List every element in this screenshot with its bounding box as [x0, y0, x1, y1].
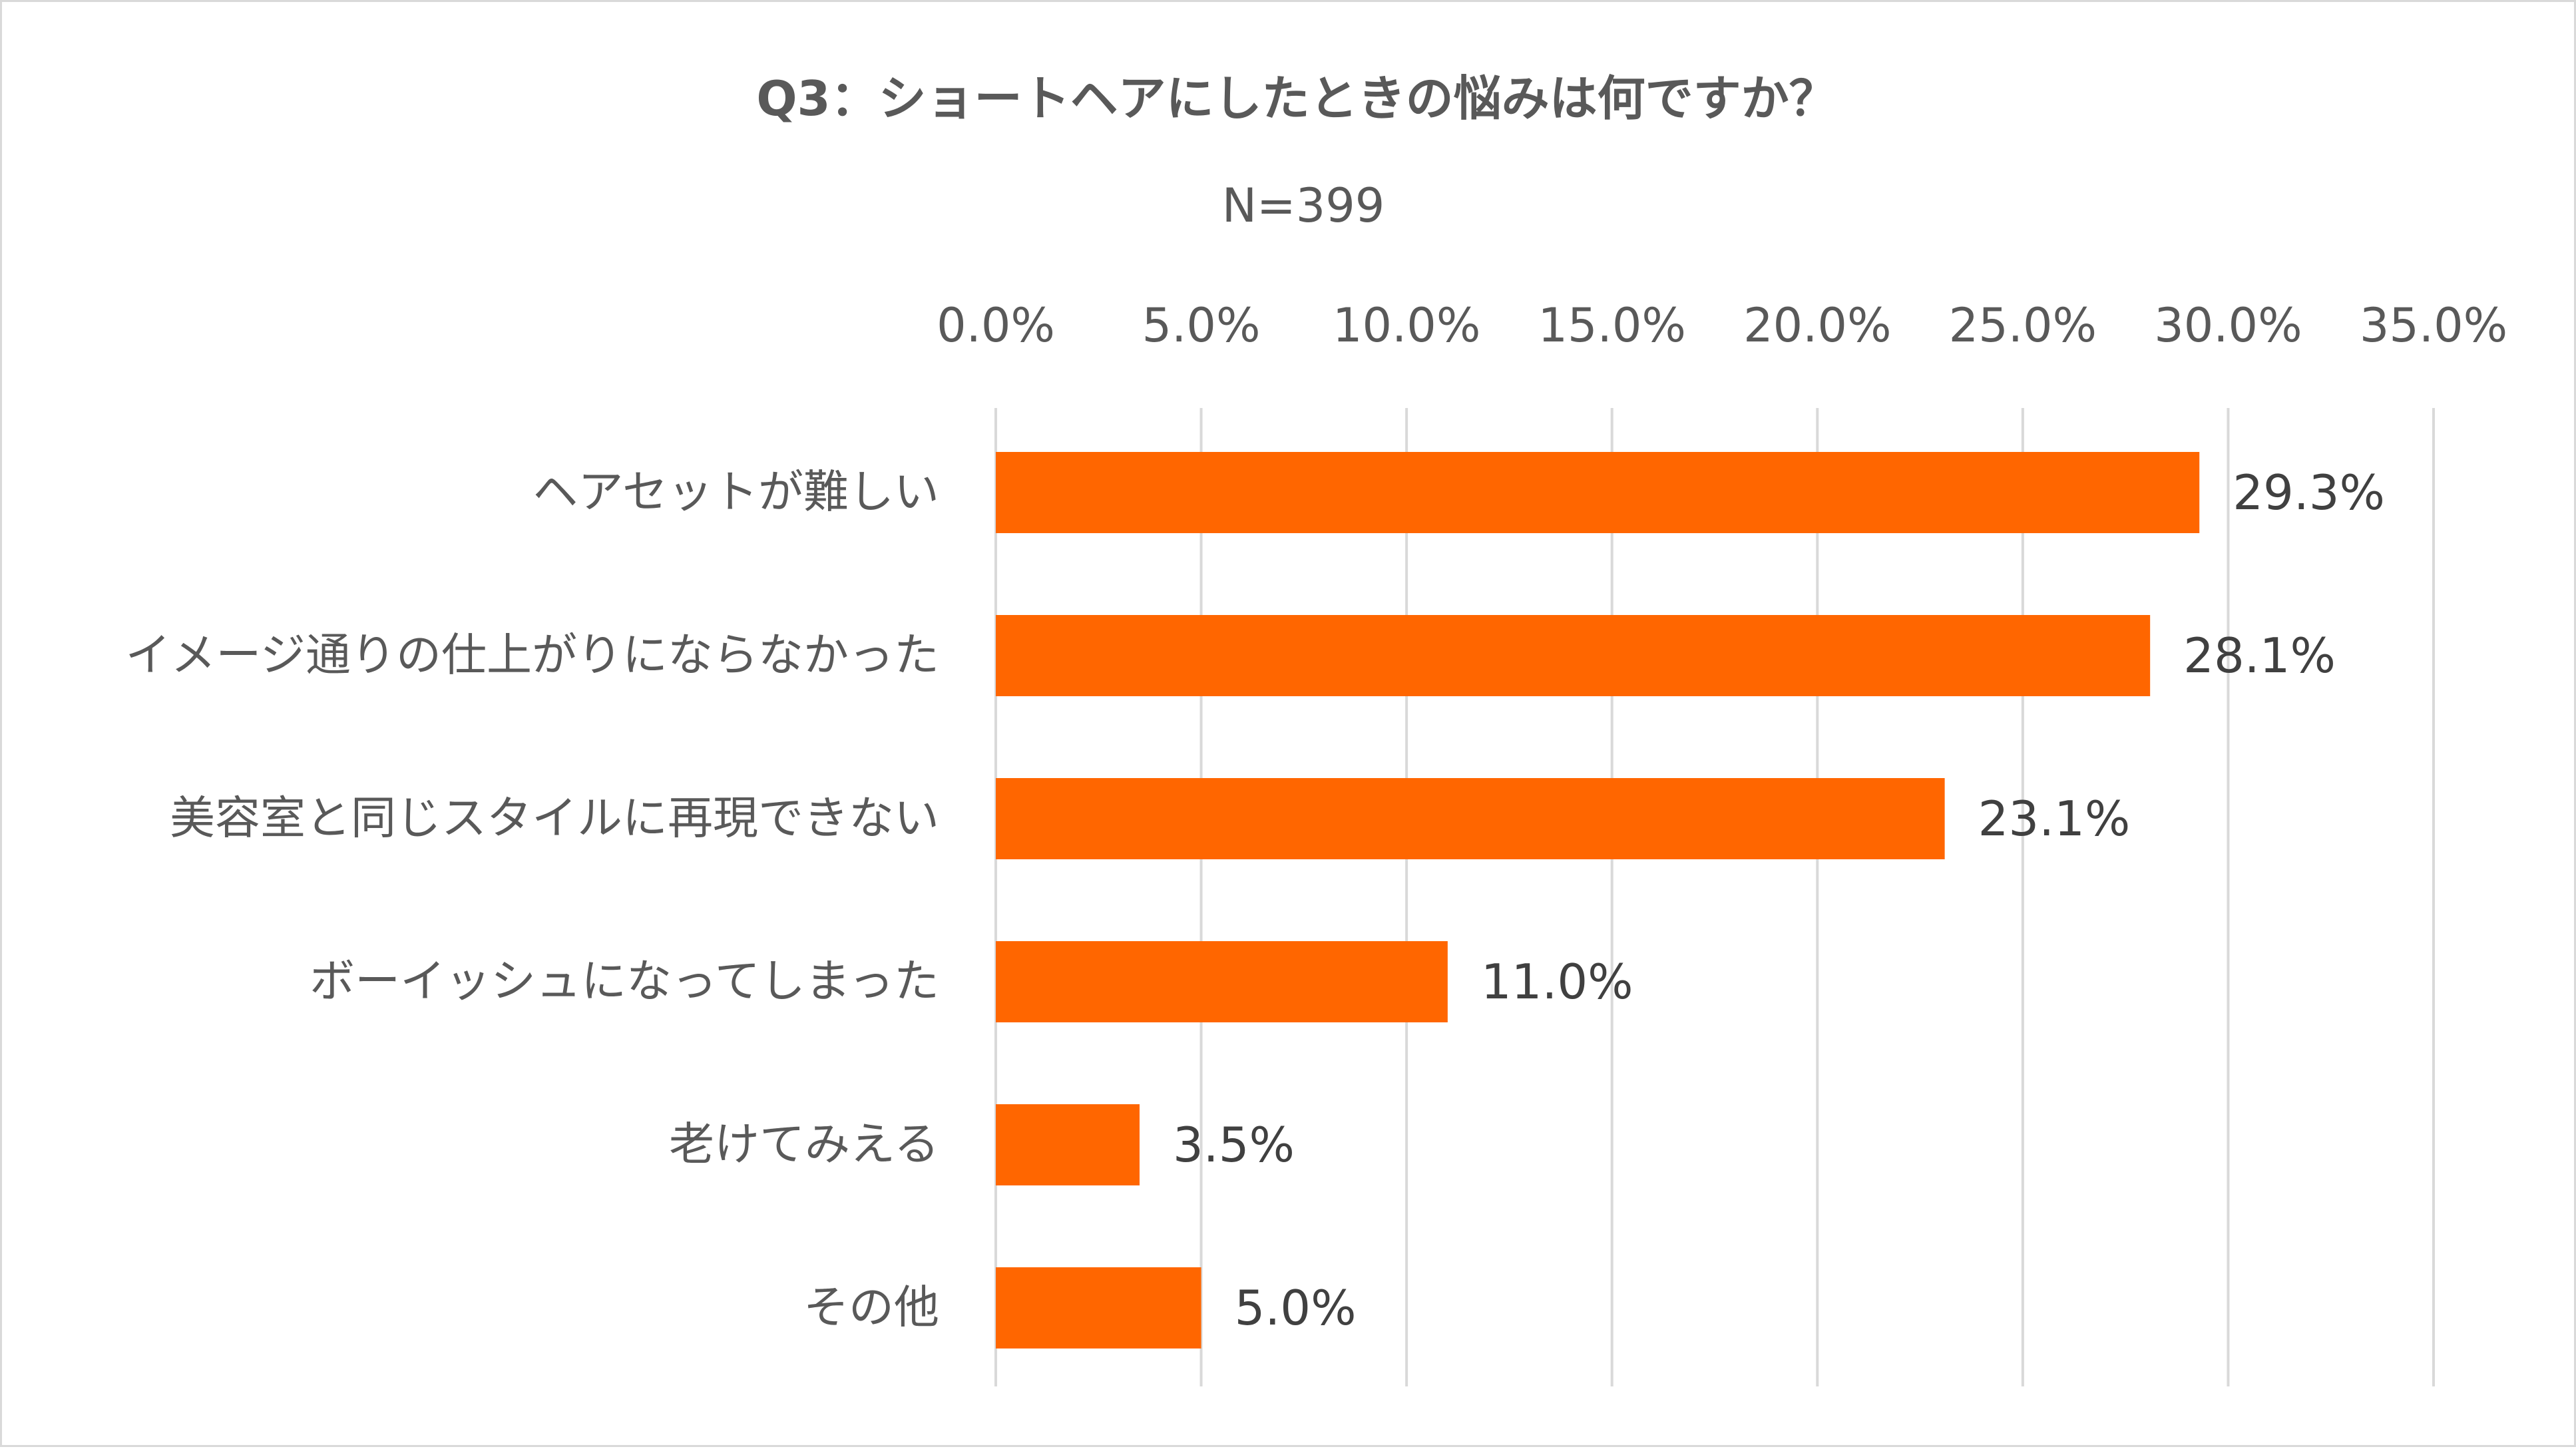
category-label: イメージ通りの仕上がりにならなかった [125, 630, 939, 682]
bar-value-label: 23.1% [1978, 791, 2131, 847]
bar-value-label: 11.0% [1481, 954, 1633, 1010]
bar [996, 778, 1945, 859]
bar-value-label: 29.3% [2233, 465, 2385, 520]
category-label: ボーイッシュになってしまった [310, 956, 939, 1008]
x-axis-tick-labels: 0.0% 5.0% 10.0% 15.0% 20.0% 25.0% 30.0% 35.0% [937, 298, 2507, 353]
bar-value-label: 28.1% [2183, 628, 2336, 684]
bar [996, 941, 1448, 1022]
x-tick-label: 25.0% [1949, 298, 2097, 353]
bar-value-label: 3.5% [1173, 1117, 1295, 1173]
x-tick-label: 35.0% [2360, 298, 2507, 353]
x-tick-label: 10.0% [1333, 298, 1480, 353]
category-label: その他 [803, 1282, 939, 1335]
bar-value-label: 5.0% [1235, 1280, 1357, 1336]
chart-title: Q3：ショートヘアにしたときの悩みは何ですか？ [756, 71, 1836, 126]
bars [996, 452, 2200, 1348]
bar [996, 1104, 1140, 1185]
chart-subtitle: N=399 [1222, 178, 1385, 233]
category-labels: ヘアセットが難しいイメージ通りの仕上がりにならなかった美容室と同じスタイルに再現… [125, 467, 939, 1335]
x-tick-label: 0.0% [937, 298, 1055, 353]
value-labels: 29.3% 28.1% 23.1% 11.0% 3.5% 5.0% [1173, 465, 2385, 1336]
bar [996, 1267, 1201, 1348]
x-tick-label: 20.0% [1743, 298, 1891, 353]
x-tick-label: 5.0% [1142, 298, 1261, 353]
category-label: ヘアセットが難しい [533, 467, 939, 519]
category-label: 美容室と同じスタイルに再現できない [170, 793, 939, 845]
x-tick-label: 15.0% [1538, 298, 1686, 353]
category-label: 老けてみえる [669, 1119, 939, 1171]
x-tick-label: 30.0% [2154, 298, 2302, 353]
gridlines [994, 408, 2435, 1386]
bar [996, 615, 2151, 696]
bar [996, 452, 2200, 533]
